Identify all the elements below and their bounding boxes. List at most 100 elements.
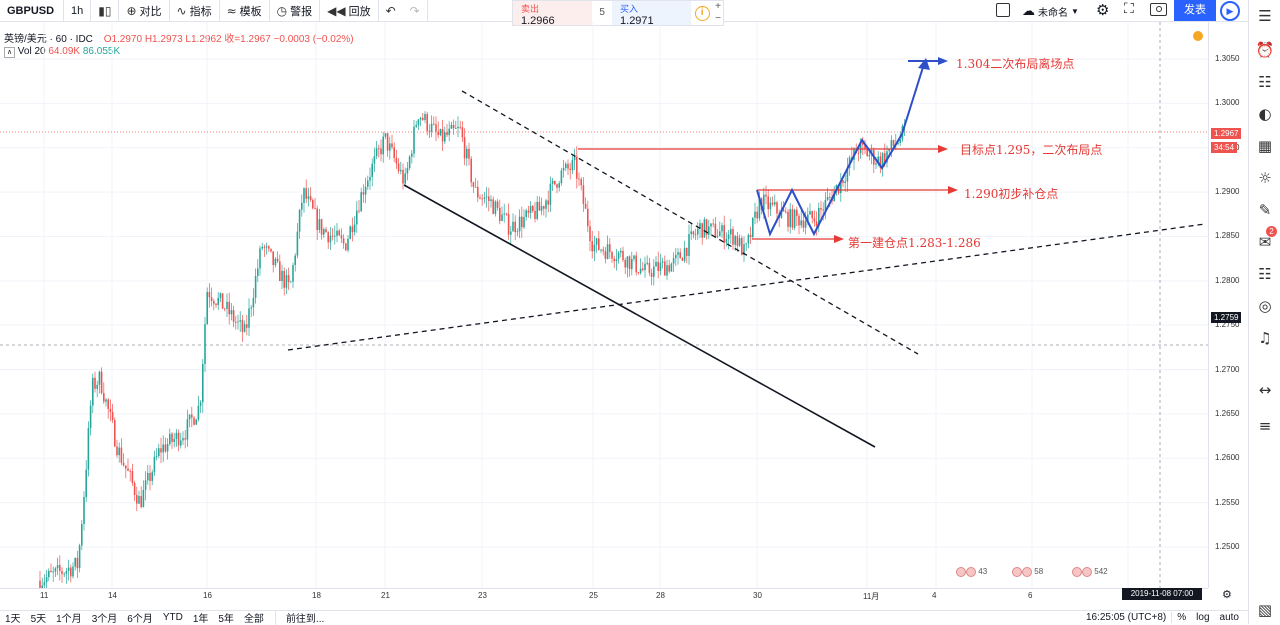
- redo-button[interactable]: ↷: [403, 0, 428, 22]
- auto-toggle[interactable]: auto: [1219, 612, 1239, 623]
- annotation-target[interactable]: 目标点1.295，二次布局点: [960, 143, 1103, 157]
- camera-icon[interactable]: [1150, 3, 1167, 16]
- range-ytd[interactable]: YTD: [162, 612, 183, 623]
- candle-body: [815, 221, 818, 226]
- dom-icon[interactable]: ≡: [1258, 417, 1272, 435]
- bell-icon[interactable]: ♫: [1258, 329, 1272, 347]
- info-button[interactable]: i: [691, 1, 713, 25]
- candle-body: [281, 270, 283, 282]
- candle-body: [661, 261, 664, 263]
- flag-icon: [1072, 567, 1082, 577]
- range-1y[interactable]: 1年: [192, 614, 209, 625]
- price-chart[interactable]: [0, 22, 1208, 588]
- collapse-icon[interactable]: ∧: [4, 47, 15, 58]
- annotation-add[interactable]: 1.290初步补仓点: [964, 187, 1059, 201]
- candle-body: [182, 438, 184, 441]
- range-6m[interactable]: 6个月: [127, 614, 153, 625]
- alert-button[interactable]: ◷ 警报: [270, 0, 321, 22]
- hotlist-icon[interactable]: ◐: [1258, 105, 1272, 123]
- candle-body: [400, 169, 402, 172]
- time-tick-label: 21: [381, 591, 390, 600]
- candle-body: [791, 209, 794, 228]
- order-panel-icon[interactable]: ↔: [1258, 381, 1272, 399]
- goto-button[interactable]: 前往到...: [274, 610, 329, 625]
- time-axis[interactable]: 11141618212325283011月468: [0, 588, 1208, 602]
- candle-body: [677, 252, 679, 255]
- candle-body: [485, 196, 488, 198]
- range-3m[interactable]: 3个月: [91, 614, 118, 625]
- candle-body: [725, 239, 728, 243]
- range-5y[interactable]: 5年: [218, 614, 234, 625]
- expand-icon[interactable]: ▧: [1257, 601, 1273, 619]
- indicators-button[interactable]: ∿ 指标: [170, 0, 220, 22]
- range-1d[interactable]: 1天: [5, 614, 21, 625]
- candle-body: [206, 291, 208, 325]
- annotation-entry[interactable]: 第一建仓点1.283-1.286: [848, 236, 981, 250]
- interval-selector[interactable]: 1h: [64, 0, 92, 22]
- annotation-exit[interactable]: 1.304二次布局离场点: [956, 57, 1075, 71]
- replay-button[interactable]: ◀◀ 回放: [320, 0, 379, 22]
- chat-icon[interactable]: ✉: [1258, 233, 1272, 251]
- candle-body: [158, 448, 160, 457]
- plus-button[interactable]: +: [715, 1, 721, 12]
- sell-button[interactable]: 卖出 1.2966: [513, 1, 593, 27]
- range-1m[interactable]: 1个月: [56, 614, 82, 625]
- data-window-icon[interactable]: ☷: [1258, 73, 1272, 91]
- candle-body: [824, 199, 827, 211]
- candle-body: [360, 192, 362, 212]
- clock-label[interactable]: 16:25:05 (UTC+8): [1085, 612, 1167, 623]
- calendar-icon[interactable]: ▦: [1257, 137, 1273, 155]
- messages-icon[interactable]: ☷: [1258, 265, 1272, 283]
- channel-line[interactable]: [403, 184, 876, 448]
- templates-button[interactable]: ≈ 模板: [220, 0, 270, 22]
- event-marker[interactable]: 542: [1072, 567, 1108, 581]
- wave-path[interactable]: [756, 133, 903, 237]
- candle-body: [301, 202, 303, 210]
- candle-body: [826, 196, 829, 200]
- candle-body: [283, 270, 285, 288]
- minus-button[interactable]: −: [715, 13, 721, 24]
- data-warning-icon[interactable]: [1193, 31, 1203, 41]
- chart-style-button[interactable]: ▮▯: [91, 0, 120, 22]
- candle-body: [369, 176, 371, 181]
- compare-button[interactable]: ⊕ 对比: [119, 0, 170, 22]
- candle-body: [604, 251, 607, 259]
- log-toggle[interactable]: log: [1196, 612, 1210, 623]
- candle-body: [730, 229, 732, 235]
- support-trendline[interactable]: [287, 223, 1206, 351]
- resistance-trendline[interactable]: [461, 90, 919, 355]
- candle-body: [507, 213, 510, 235]
- fullscreen-icon[interactable]: ⛶: [1124, 1, 1134, 17]
- watchlist-icon[interactable]: ☰: [1258, 7, 1272, 25]
- percent-toggle[interactable]: %: [1171, 612, 1191, 623]
- candle-body: [813, 218, 816, 222]
- candle-body: [538, 201, 541, 211]
- projection-line[interactable]: [901, 63, 925, 135]
- symbol-selector[interactable]: GBPUSD: [0, 0, 64, 22]
- publish-button[interactable]: 发表: [1174, 0, 1216, 21]
- candle-body: [285, 275, 288, 288]
- candle-body: [499, 207, 501, 222]
- ideas-icon[interactable]: ☼: [1258, 169, 1272, 187]
- gear-icon[interactable]: ⚙: [1096, 1, 1110, 19]
- candle-body: [169, 433, 171, 445]
- range-all[interactable]: 全部: [243, 614, 264, 625]
- range-5d[interactable]: 5天: [30, 614, 47, 625]
- candle-body: [380, 148, 382, 155]
- undo-button[interactable]: ↶: [379, 0, 403, 22]
- candle-body: [435, 124, 437, 132]
- price-axis[interactable]: 1.30501.30001.29501.29001.28501.28001.27…: [1208, 22, 1248, 588]
- axis-settings-gear-icon[interactable]: ⚙: [1222, 588, 1232, 601]
- event-marker[interactable]: 58: [1012, 567, 1043, 581]
- candle-body: [455, 128, 457, 129]
- alarm-clock-icon[interactable]: ⏰: [1255, 41, 1275, 59]
- streams-icon[interactable]: ◎: [1258, 297, 1272, 315]
- select-box-icon[interactable]: [996, 3, 1010, 17]
- notes-icon[interactable]: ✎: [1258, 201, 1272, 219]
- layout-selector[interactable]: ☁ 未命名 ▼: [1022, 0, 1079, 22]
- play-icon[interactable]: ▶: [1220, 1, 1240, 21]
- event-marker[interactable]: 43: [956, 567, 987, 581]
- sell-price: 1.2966: [521, 15, 555, 27]
- buy-button[interactable]: 买入 1.2971: [612, 1, 692, 27]
- volume-legend: ∧ Vol 20 64.09K 86.055K: [4, 46, 120, 58]
